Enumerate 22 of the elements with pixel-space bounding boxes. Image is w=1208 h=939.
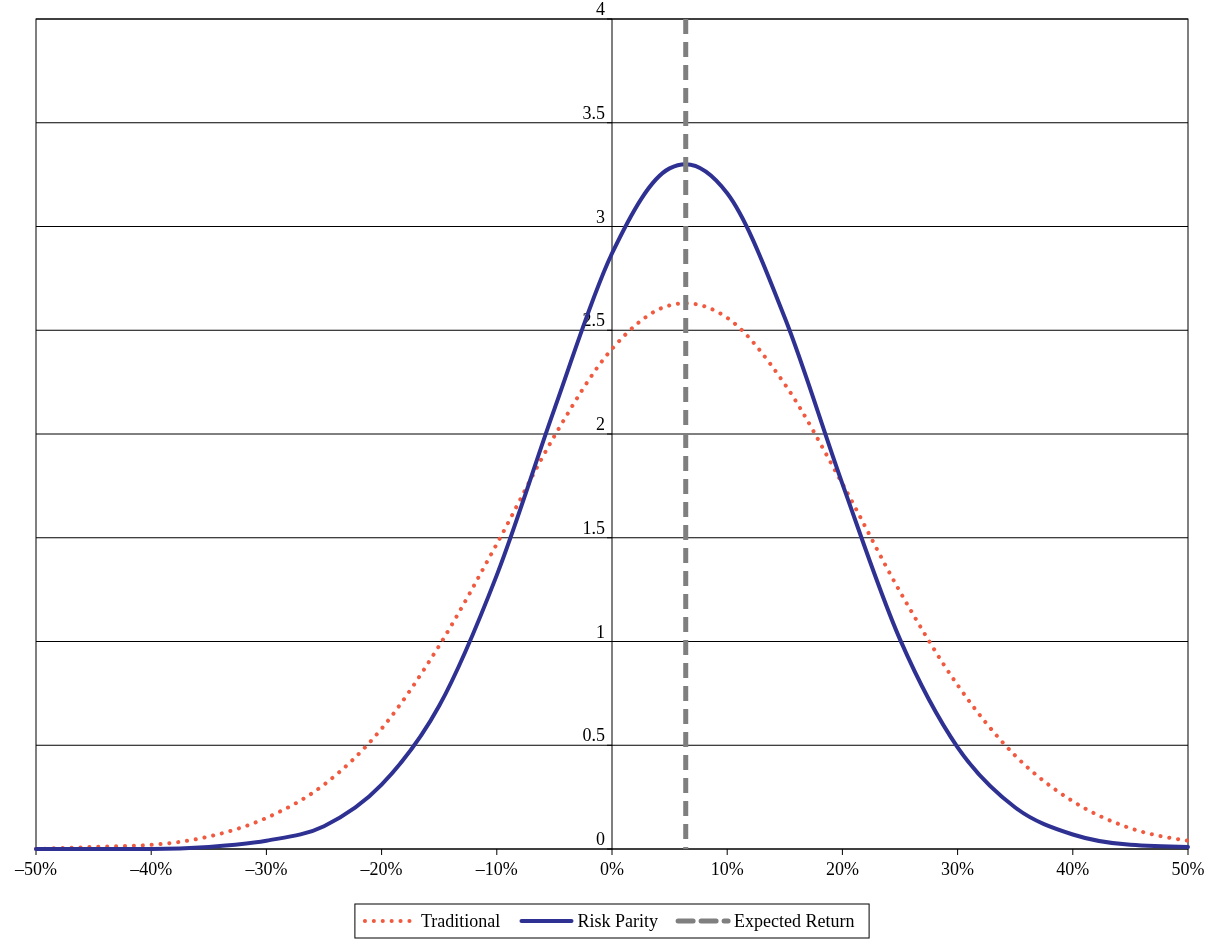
y-tick-label: 0.5 xyxy=(582,725,605,746)
x-tick-label: 0% xyxy=(600,859,624,879)
y-tick-label: 2 xyxy=(596,414,605,434)
x-tick-label: 40% xyxy=(1056,859,1090,879)
legend-label: Risk Parity xyxy=(577,911,659,931)
y-tick-label: 0 xyxy=(596,829,605,849)
y-tick-label: 1.5 xyxy=(582,517,605,538)
legend-label: Expected Return xyxy=(734,911,855,931)
y-tick-label: 3 xyxy=(596,206,605,227)
x-tick-label: –20% xyxy=(359,859,403,879)
x-tick-label: –40% xyxy=(129,859,173,879)
y-tick-label: 3.5 xyxy=(582,102,605,123)
x-tick-label: 30% xyxy=(941,859,975,879)
y-tick-label: 1 xyxy=(596,621,605,642)
x-tick-label: –30% xyxy=(244,859,288,879)
x-tick-label: 50% xyxy=(1171,859,1205,879)
x-tick-label: –10% xyxy=(474,859,518,879)
y-tick-label: 4 xyxy=(596,0,605,19)
x-tick-label: 20% xyxy=(825,859,859,879)
x-tick-label: –50% xyxy=(14,859,57,879)
legend-label: Traditional xyxy=(420,911,501,931)
x-tick-label: 10% xyxy=(710,859,744,879)
